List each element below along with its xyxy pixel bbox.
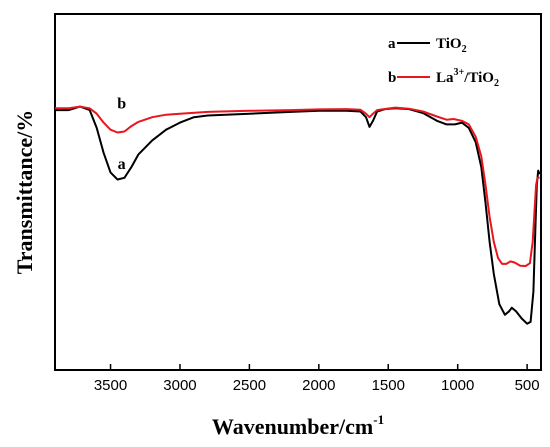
x-tick-label: 3000 <box>163 377 196 394</box>
curve-labels: ab <box>117 95 126 173</box>
plot-frame <box>54 13 542 371</box>
legend-marker-a: a <box>388 36 396 52</box>
legend-label-tio2: TiO2 <box>436 36 467 55</box>
legend: a TiO2 b La3+/TiO2 <box>388 36 499 89</box>
legend-label-la-tio2: La3+/TiO2 <box>436 67 499 89</box>
x-tick-label: 1500 <box>372 377 405 394</box>
series-line-a <box>55 105 541 325</box>
y-axis-title: Transmittance/% <box>12 110 37 275</box>
curve-label-a: a <box>118 156 126 173</box>
x-tick-label: 3500 <box>94 377 127 394</box>
series-line-b <box>55 105 540 267</box>
x-axis-ticks: 3500 3000 2500 2000 1500 1000 500 <box>94 364 540 394</box>
x-tick-label: 1000 <box>441 377 474 394</box>
spectrum-curves <box>55 105 541 325</box>
x-tick-label: 500 <box>515 377 540 394</box>
x-axis-title: Wavenumber/cm-1 <box>212 412 384 439</box>
legend-marker-b: b <box>388 70 396 86</box>
curve-label-b: b <box>117 95 126 112</box>
x-tick-label: 2500 <box>233 377 266 394</box>
x-tick-label: 2000 <box>302 377 335 394</box>
